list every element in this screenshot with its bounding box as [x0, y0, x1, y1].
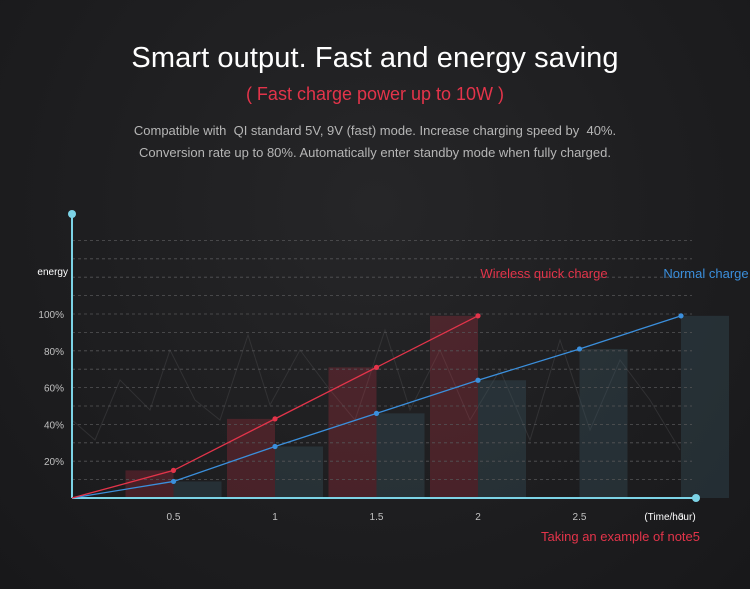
normal-charge-point: [678, 313, 684, 319]
y-tick-label: 60%: [44, 384, 64, 395]
normal-charge-bar: [173, 481, 222, 498]
normal-charge-point: [170, 478, 177, 485]
normal-charge-point: [272, 443, 278, 450]
x-axis-label: (Time/hour): [644, 512, 695, 523]
legend-fast-charge: Wireless quick charge: [480, 266, 607, 281]
normal-charge-bar: [275, 446, 323, 498]
y-tick-label: 80%: [44, 347, 64, 358]
x-tick-label: 1.5: [370, 512, 384, 523]
x-tick-label: 2: [475, 512, 481, 523]
normal-charge-point: [475, 377, 481, 383]
fast-charge-point: [373, 364, 380, 370]
legend-normal-charge: Normal charge: [663, 266, 748, 281]
description-line-1: Compatible with QI standard 5V, 9V (fast…: [133, 123, 617, 138]
normal-charge-point: [373, 410, 380, 416]
normal-charge-bar: [681, 315, 729, 498]
fast-charge-bar: [125, 470, 174, 498]
page-title: Smart output. Fast and energy saving: [131, 42, 619, 74]
y-tick-label: 40%: [44, 420, 64, 431]
y-tick-label: 20%: [44, 457, 64, 468]
x-tick-label: 1: [272, 512, 278, 523]
y-axis-end-dot: [68, 210, 76, 218]
y-axis-label: energy: [37, 267, 68, 278]
fast-charge-point: [475, 313, 481, 319]
y-tick-label: 100%: [38, 310, 64, 321]
footnote: Taking an example of note5: [541, 529, 700, 544]
page-subtitle: ( Fast charge power up to 10W ): [245, 84, 505, 104]
description: Compatible with QI standard 5V, 9V (fast…: [0, 120, 750, 164]
x-tick-label: 0.5: [167, 512, 181, 523]
description-line-2: Conversion rate up to 80%. Automatically…: [139, 145, 611, 160]
fast-charge-bar: [227, 418, 275, 498]
normal-charge-bar: [478, 380, 526, 498]
normal-charge-point: [576, 346, 583, 352]
normal-charge-bar: [376, 413, 425, 498]
x-tick-label: 2.5: [573, 512, 587, 523]
fast-charge-bar: [328, 367, 377, 498]
fast-charge-bar: [430, 315, 478, 498]
normal-charge-bar: [579, 348, 628, 498]
fast-charge-point: [272, 416, 278, 422]
x-tick-label: 3: [678, 512, 684, 523]
fast-charge-point: [170, 467, 177, 473]
x-axis-end-dot: [692, 494, 700, 502]
